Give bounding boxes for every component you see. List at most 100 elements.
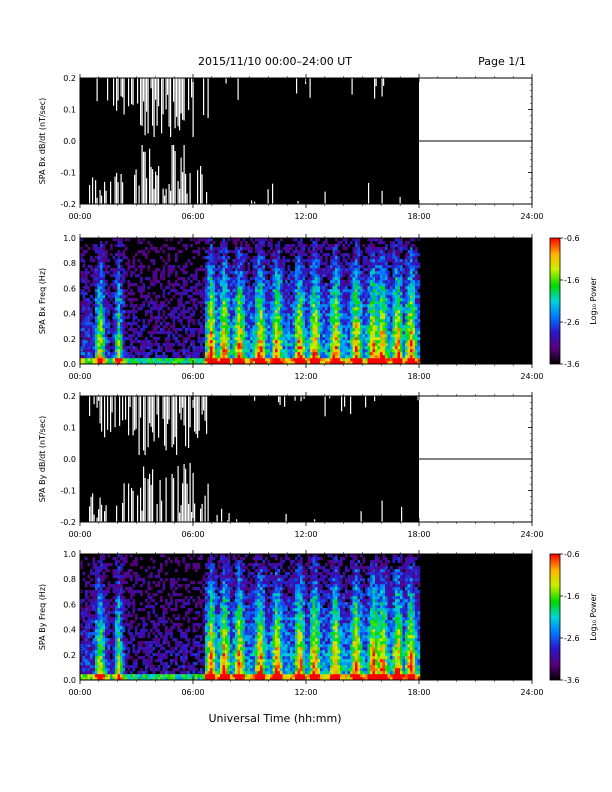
spectrogram-cell <box>225 328 228 332</box>
spectrogram-cell <box>372 283 376 287</box>
spectrogram-cell <box>87 301 91 305</box>
spectrogram-cell <box>175 340 178 344</box>
spectrogram-cell <box>395 352 398 356</box>
spectrogram-cell <box>350 319 353 323</box>
spectrogram-cell <box>342 325 346 329</box>
spectrogram-cell <box>260 346 263 350</box>
spectrogram-cell <box>267 286 271 290</box>
spectrogram-cell <box>95 328 98 332</box>
spectrogram-cell <box>177 298 181 302</box>
spectrogram-cell <box>247 289 251 293</box>
spectrogram-cell <box>260 361 263 365</box>
spectrogram-cell <box>390 337 393 341</box>
spectrogram-cell <box>132 328 136 332</box>
spectrogram-cell <box>120 289 123 293</box>
spectrogram-cell <box>125 361 128 365</box>
spectrogram-cell <box>292 244 296 248</box>
spectrogram-cell <box>300 259 303 263</box>
spectrogram-cell <box>340 355 343 359</box>
spectrogram-cell <box>400 301 403 305</box>
spectrogram-cell <box>235 346 238 350</box>
spectrogram-cell <box>285 337 288 341</box>
spectrogram-cell <box>257 304 261 308</box>
spectrogram-cell <box>257 301 261 305</box>
spectrogram-cell <box>117 346 121 350</box>
spectrogram-cell <box>190 289 193 293</box>
spectrogram-cell <box>230 265 233 269</box>
spectrogram-cell <box>302 343 306 347</box>
spectrogram-cell <box>150 259 153 263</box>
spectrogram-cell <box>347 358 351 362</box>
spectrogram-cell <box>175 316 178 320</box>
spectrogram-cell <box>160 307 163 311</box>
spectrogram-cell <box>352 310 356 314</box>
spectrogram-cell <box>177 316 181 320</box>
spectrogram-cell <box>147 250 151 254</box>
spectrogram-cell <box>407 334 411 338</box>
spectrogram-cell <box>350 274 353 278</box>
spectrogram-cell <box>110 352 113 356</box>
gap-top <box>110 396 112 432</box>
spectrogram-cell <box>132 283 136 287</box>
spectrogram-cell <box>110 253 113 257</box>
spectrogram-cell <box>387 253 391 257</box>
spectrogram-cell <box>185 355 188 359</box>
spectrogram-cell <box>377 361 381 365</box>
spectrogram-cell <box>410 286 413 290</box>
gap-bottom <box>206 191 208 204</box>
spectrogram-cell <box>167 307 171 311</box>
spectrogram-cell <box>395 250 398 254</box>
spectrogram-cell <box>352 349 356 353</box>
spectrogram-cell <box>217 355 221 359</box>
spectrogram-cell <box>190 340 193 344</box>
spectrogram-cell <box>305 352 308 356</box>
spectrogram-cell <box>272 286 276 290</box>
spectrogram-cell <box>267 304 271 308</box>
spectrogram-cell <box>117 295 121 299</box>
spectrogram-cell <box>300 310 303 314</box>
spectrogram-cell <box>212 346 216 350</box>
spectrogram-cell <box>117 310 121 314</box>
spectrogram-cell <box>382 280 386 284</box>
spectrogram-cell <box>285 343 288 347</box>
spectrogram-cell <box>282 346 286 350</box>
spectrogram-cell <box>252 337 256 341</box>
gap-bottom <box>146 178 148 204</box>
spectrogram-cell <box>330 322 333 326</box>
spectrogram-cell <box>105 340 108 344</box>
spectrogram-cell <box>255 343 258 347</box>
spectrogram-cell <box>287 301 291 305</box>
spectrogram-cell <box>407 301 411 305</box>
spectrogram-cell <box>227 271 231 275</box>
spectrogram-cell <box>260 295 263 299</box>
spectrogram-bx_spec <box>80 238 532 365</box>
spectrogram-cell <box>402 343 406 347</box>
spectrogram-cell <box>255 247 258 251</box>
spectrogram-cell <box>225 283 228 287</box>
spectrogram-cell <box>217 343 221 347</box>
spectrogram-cell <box>260 268 263 272</box>
spectrogram-cell <box>360 355 363 359</box>
spectrogram-cell <box>387 346 391 350</box>
spectrogram-cell <box>120 340 123 344</box>
spectrogram-cell <box>252 307 256 311</box>
spectrogram-cell <box>405 355 408 359</box>
spectrogram-cell <box>150 283 153 287</box>
spectrogram-cell <box>122 337 126 341</box>
spectrogram-cell <box>347 361 351 365</box>
spectrogram-cell <box>80 340 83 344</box>
spectrogram-cell <box>360 292 363 296</box>
spectrogram-cell <box>360 250 363 254</box>
spectrogram-cell <box>222 268 226 272</box>
spectrogram-cell <box>370 238 373 242</box>
spectrogram-cell <box>245 310 248 314</box>
spectrogram-cell <box>360 295 363 299</box>
spectrogram-cell <box>120 295 123 299</box>
spectrogram-cell <box>397 301 401 305</box>
spectrogram-cell <box>292 250 296 254</box>
spectrogram-cell <box>282 334 286 338</box>
spectrogram-cell <box>215 286 218 290</box>
spectrogram-cell <box>227 349 231 353</box>
spectrogram-cell <box>387 292 391 296</box>
x-axis-bx_spec: 00:00 06:00 12:00 18:00 24:00 <box>68 234 544 381</box>
